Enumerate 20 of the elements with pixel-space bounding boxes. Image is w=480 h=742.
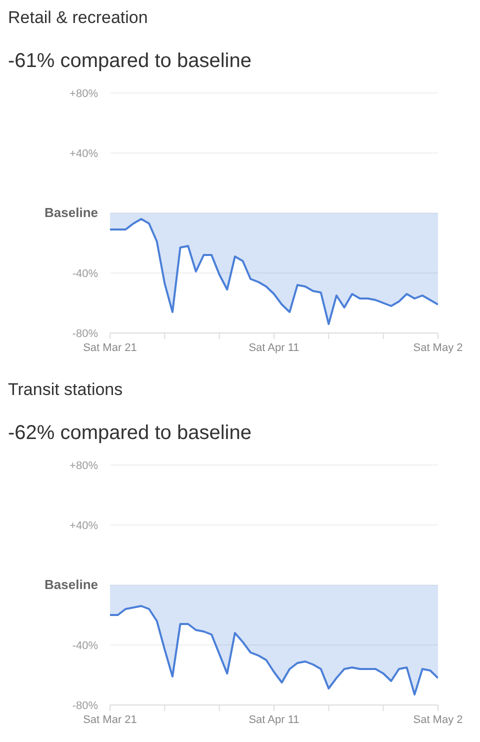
- chart-title: Transit stations: [8, 380, 124, 400]
- y-tick-label: -40%: [72, 640, 98, 652]
- x-tick-label: Sat Apr 11: [248, 714, 300, 726]
- y-tick-label: -80%: [72, 328, 98, 340]
- y-tick-label: +40%: [70, 148, 98, 160]
- chart-subtitle: -62% compared to baseline: [8, 422, 252, 445]
- x-tick-label: Sat Mar 21: [83, 714, 137, 726]
- y-tick-label: +40%: [70, 520, 98, 532]
- y-tick-label: +80%: [70, 460, 98, 472]
- x-tick-label: Sat May 2: [413, 342, 463, 354]
- y-tick-label: -80%: [72, 700, 98, 712]
- x-tick-label: Sat Mar 21: [83, 342, 137, 354]
- y-tick-label: Baseline: [44, 205, 98, 220]
- chart-subtitle: -61% compared to baseline: [8, 50, 252, 73]
- y-tick-label: Baseline: [44, 577, 98, 592]
- y-tick-label: -40%: [72, 268, 98, 280]
- x-tick-label: Sat Apr 11: [248, 342, 300, 354]
- x-tick-label: Sat May 2: [413, 714, 463, 726]
- chart-title: Retail & recreation: [8, 8, 149, 28]
- y-tick-label: +80%: [70, 88, 98, 100]
